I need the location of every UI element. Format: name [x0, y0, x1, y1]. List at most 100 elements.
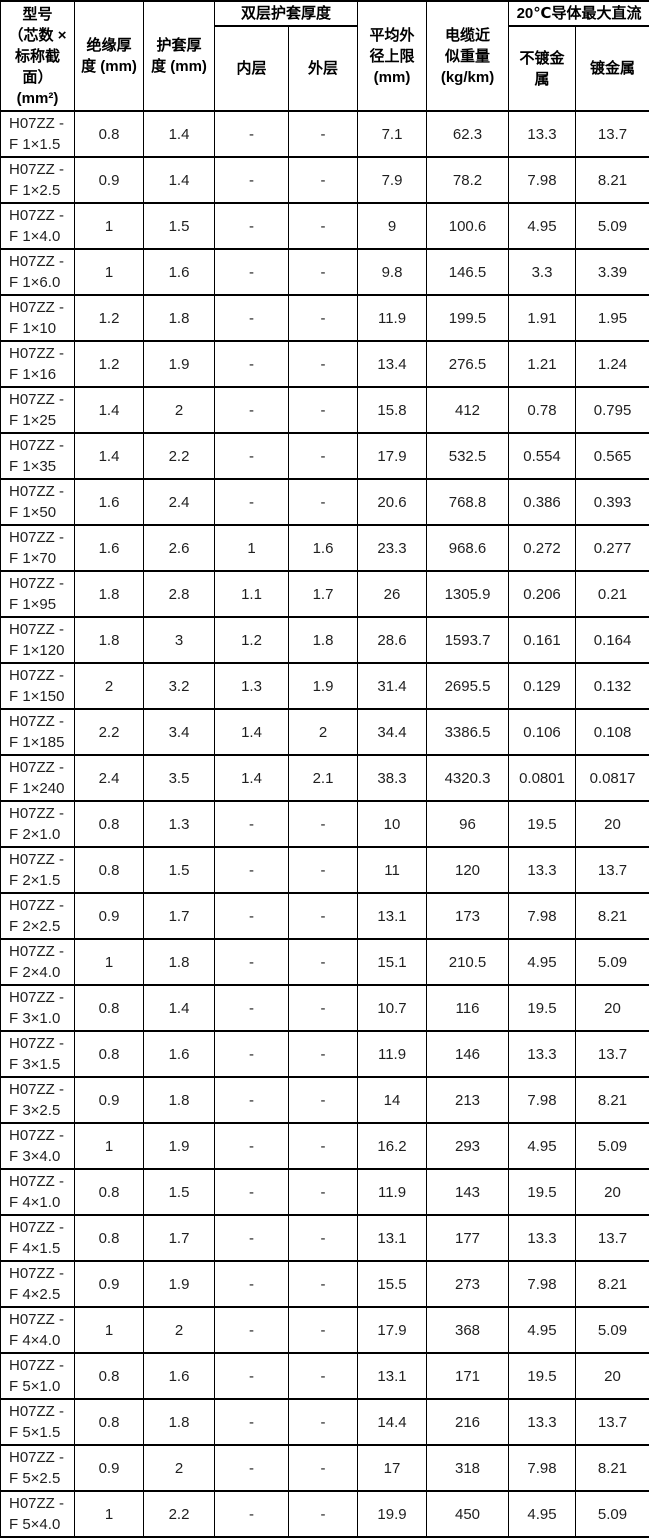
- value-cell: -: [289, 387, 358, 433]
- value-cell: 13.1: [358, 893, 427, 939]
- value-cell: 0.108: [576, 709, 649, 755]
- value-cell: -: [289, 1307, 358, 1353]
- value-cell: 1.4: [215, 709, 289, 755]
- value-cell: 2: [75, 663, 144, 709]
- value-cell: 17.9: [358, 1307, 427, 1353]
- value-cell: 1.6: [144, 1353, 215, 1399]
- value-cell: 1.4: [75, 433, 144, 479]
- value-cell: 0.9: [75, 1445, 144, 1491]
- value-cell: 213: [427, 1077, 509, 1123]
- value-cell: 13.1: [358, 1353, 427, 1399]
- value-cell: 0.8: [75, 847, 144, 893]
- value-cell: 1.7: [144, 893, 215, 939]
- value-cell: 20: [576, 1353, 649, 1399]
- value-cell: 0.132: [576, 663, 649, 709]
- model-cell: H07ZZ - F 3×1.0: [1, 985, 75, 1031]
- value-cell: 216: [427, 1399, 509, 1445]
- value-cell: 0.8: [75, 1031, 144, 1077]
- value-cell: 0.9: [75, 1077, 144, 1123]
- value-cell: 1.7: [144, 1215, 215, 1261]
- value-cell: 1.8: [75, 617, 144, 663]
- value-cell: 1.6: [289, 525, 358, 571]
- value-cell: 210.5: [427, 939, 509, 985]
- value-cell: 19.5: [509, 985, 576, 1031]
- value-cell: 20: [576, 801, 649, 847]
- value-cell: -: [215, 1215, 289, 1261]
- value-cell: 14.4: [358, 1399, 427, 1445]
- value-cell: -: [215, 1077, 289, 1123]
- value-cell: 19.5: [509, 1169, 576, 1215]
- model-cell: H07ZZ - F 1×2.5: [1, 157, 75, 203]
- model-cell: H07ZZ - F 5×1.0: [1, 1353, 75, 1399]
- value-cell: 3.39: [576, 249, 649, 295]
- model-cell: H07ZZ - F 1×185: [1, 709, 75, 755]
- value-cell: 7.98: [509, 1261, 576, 1307]
- value-cell: -: [215, 1031, 289, 1077]
- value-cell: 0.8: [75, 1215, 144, 1261]
- value-cell: -: [289, 111, 358, 157]
- value-cell: 1: [215, 525, 289, 571]
- value-cell: 7.1: [358, 111, 427, 157]
- value-cell: 276.5: [427, 341, 509, 387]
- value-cell: 1: [75, 1123, 144, 1169]
- value-cell: 1.9: [289, 663, 358, 709]
- value-cell: 177: [427, 1215, 509, 1261]
- value-cell: -: [289, 985, 358, 1031]
- value-cell: 2.1: [289, 755, 358, 801]
- value-cell: 0.9: [75, 157, 144, 203]
- value-cell: 13.7: [576, 1399, 649, 1445]
- value-cell: 26: [358, 571, 427, 617]
- header-approx-weight: 电缆近 似重量 (kg/km): [427, 1, 509, 111]
- value-cell: 1.5: [144, 847, 215, 893]
- value-cell: 0.9: [75, 893, 144, 939]
- value-cell: 2: [144, 1307, 215, 1353]
- model-cell: H07ZZ - F 2×4.0: [1, 939, 75, 985]
- value-cell: 0.129: [509, 663, 576, 709]
- header-outer-layer: 外层: [289, 26, 358, 111]
- value-cell: 10.7: [358, 985, 427, 1031]
- value-cell: -: [215, 893, 289, 939]
- model-cell: H07ZZ - F 1×4.0: [1, 203, 75, 249]
- value-cell: 2.8: [144, 571, 215, 617]
- model-cell: H07ZZ - F 5×4.0: [1, 1491, 75, 1537]
- value-cell: 768.8: [427, 479, 509, 525]
- value-cell: 2: [144, 1445, 215, 1491]
- value-cell: 1.4: [144, 111, 215, 157]
- value-cell: 3.2: [144, 663, 215, 709]
- value-cell: 1: [75, 203, 144, 249]
- value-cell: -: [289, 847, 358, 893]
- model-cell: H07ZZ - F 3×1.5: [1, 1031, 75, 1077]
- value-cell: -: [215, 1353, 289, 1399]
- value-cell: 20: [576, 1169, 649, 1215]
- value-cell: -: [215, 801, 289, 847]
- value-cell: 1.8: [144, 939, 215, 985]
- value-cell: 2.4: [144, 479, 215, 525]
- value-cell: 293: [427, 1123, 509, 1169]
- value-cell: 318: [427, 1445, 509, 1491]
- value-cell: -: [215, 1169, 289, 1215]
- value-cell: 0.206: [509, 571, 576, 617]
- model-cell: H07ZZ - F 1×6.0: [1, 249, 75, 295]
- value-cell: 9.8: [358, 249, 427, 295]
- value-cell: 8.21: [576, 1077, 649, 1123]
- value-cell: 1.5: [144, 203, 215, 249]
- header-double-sheath-thickness: 双层护套厚度: [215, 1, 358, 26]
- value-cell: 15.1: [358, 939, 427, 985]
- table-header: 型号 （芯数 × 标称截 面） (mm²) 绝缘厚 度 (mm) 护套厚 度 (…: [1, 1, 649, 111]
- value-cell: 4.95: [509, 1123, 576, 1169]
- value-cell: 412: [427, 387, 509, 433]
- value-cell: 199.5: [427, 295, 509, 341]
- value-cell: 4.95: [509, 203, 576, 249]
- value-cell: -: [215, 479, 289, 525]
- value-cell: 146.5: [427, 249, 509, 295]
